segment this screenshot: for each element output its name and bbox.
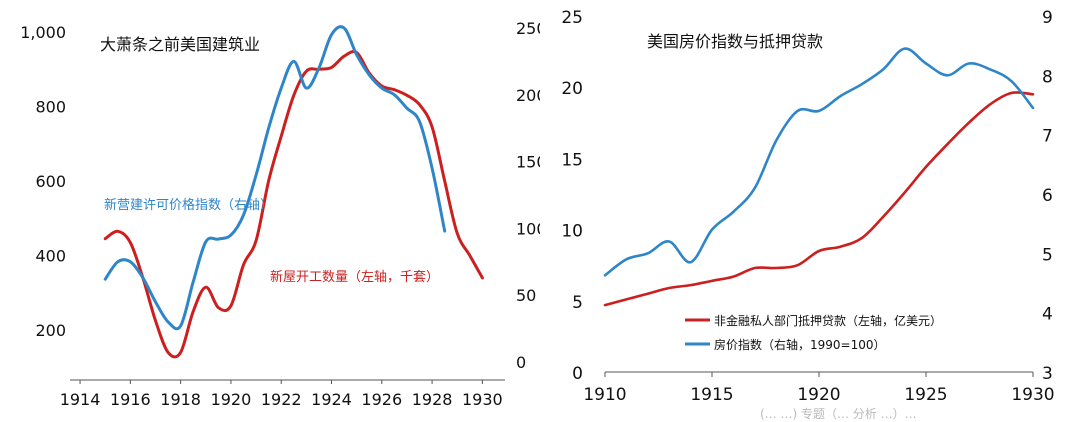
legend-label: 房价指数（右轴，1990=100）: [714, 337, 886, 352]
chart-title: 大萧条之前美国建筑业: [100, 35, 260, 54]
x-tick-label: 1914: [60, 390, 101, 409]
x-tick-label: 1930: [1011, 385, 1054, 405]
x-tick-label: 1920: [211, 390, 252, 409]
chart-house-price-mortgage: 1910 1915 1920 1925 1930 0 5 10 15 20 25 3 4 5 6 7 8 9 美国房…: [540, 0, 1080, 421]
chart-construction: 1914 1916 1918 1920 1922 1924 1926 1928 1930 200 4…: [0, 0, 540, 421]
right-y-tick-label: 3: [1042, 364, 1053, 384]
right-y-tick-label: 250: [516, 19, 540, 38]
right-y-tick-label: 150: [516, 153, 540, 172]
right-y-tick-label: 50: [516, 286, 536, 305]
right-y-tick-label: 200: [516, 86, 540, 105]
x-tick-label: 1928: [412, 390, 453, 409]
right-y-tick-label: 8: [1042, 67, 1053, 87]
left-y-tick-label: 400: [35, 247, 66, 266]
left-y-tick-label: 0: [572, 364, 583, 384]
right-y-tick-label: 7: [1042, 127, 1053, 147]
x-tick-label: 1922: [261, 390, 302, 409]
x-tick-label: 1930: [462, 390, 503, 409]
x-tick-label: 1915: [690, 385, 733, 405]
left-y-tick-label: 15: [561, 150, 583, 170]
x-tick-label: 1916: [110, 390, 151, 409]
x-tick-label: 1926: [361, 390, 402, 409]
x-tick-label: 1918: [160, 390, 201, 409]
right-y-tick-label: 100: [516, 219, 540, 238]
series-line-house-price-index: [605, 49, 1033, 276]
right-y-tick-label: 5: [1042, 245, 1053, 265]
left-y-tick-label: 800: [35, 98, 66, 117]
left-y-tick-label: 25: [561, 8, 583, 28]
x-tick-label: 1910: [583, 385, 626, 405]
chart-title: 美国房价指数与抵押贷款: [647, 32, 823, 51]
x-tick-label: 1920: [797, 385, 840, 405]
legend-label: 非金融私人部门抵押贷款（左轴，亿美元）: [714, 313, 942, 328]
x-tick-label: 1925: [904, 385, 947, 405]
annotation-permit-price-index: 新营建许可价格指数（右轴）: [104, 197, 273, 213]
left-y-tick-label: 200: [35, 321, 66, 340]
left-y-tick-label: 1,000: [20, 23, 66, 42]
left-y-tick-label: 5: [572, 293, 583, 313]
right-y-tick-label: 6: [1042, 186, 1053, 206]
watermark: (… …) 专题（… 分析 …）…: [760, 405, 917, 422]
annotation-housing-starts: 新屋开工数量（左轴，千套）: [270, 269, 439, 285]
x-tick-label: 1924: [311, 390, 352, 409]
left-y-tick-label: 10: [561, 222, 583, 242]
right-y-tick-label: 9: [1042, 8, 1053, 28]
left-y-tick-label: 20: [561, 79, 583, 99]
series-line-mortgage-debt: [605, 92, 1033, 305]
left-y-tick-label: 600: [35, 172, 66, 191]
right-y-tick-label: 4: [1042, 305, 1053, 325]
right-y-tick-label: 0: [516, 353, 526, 372]
